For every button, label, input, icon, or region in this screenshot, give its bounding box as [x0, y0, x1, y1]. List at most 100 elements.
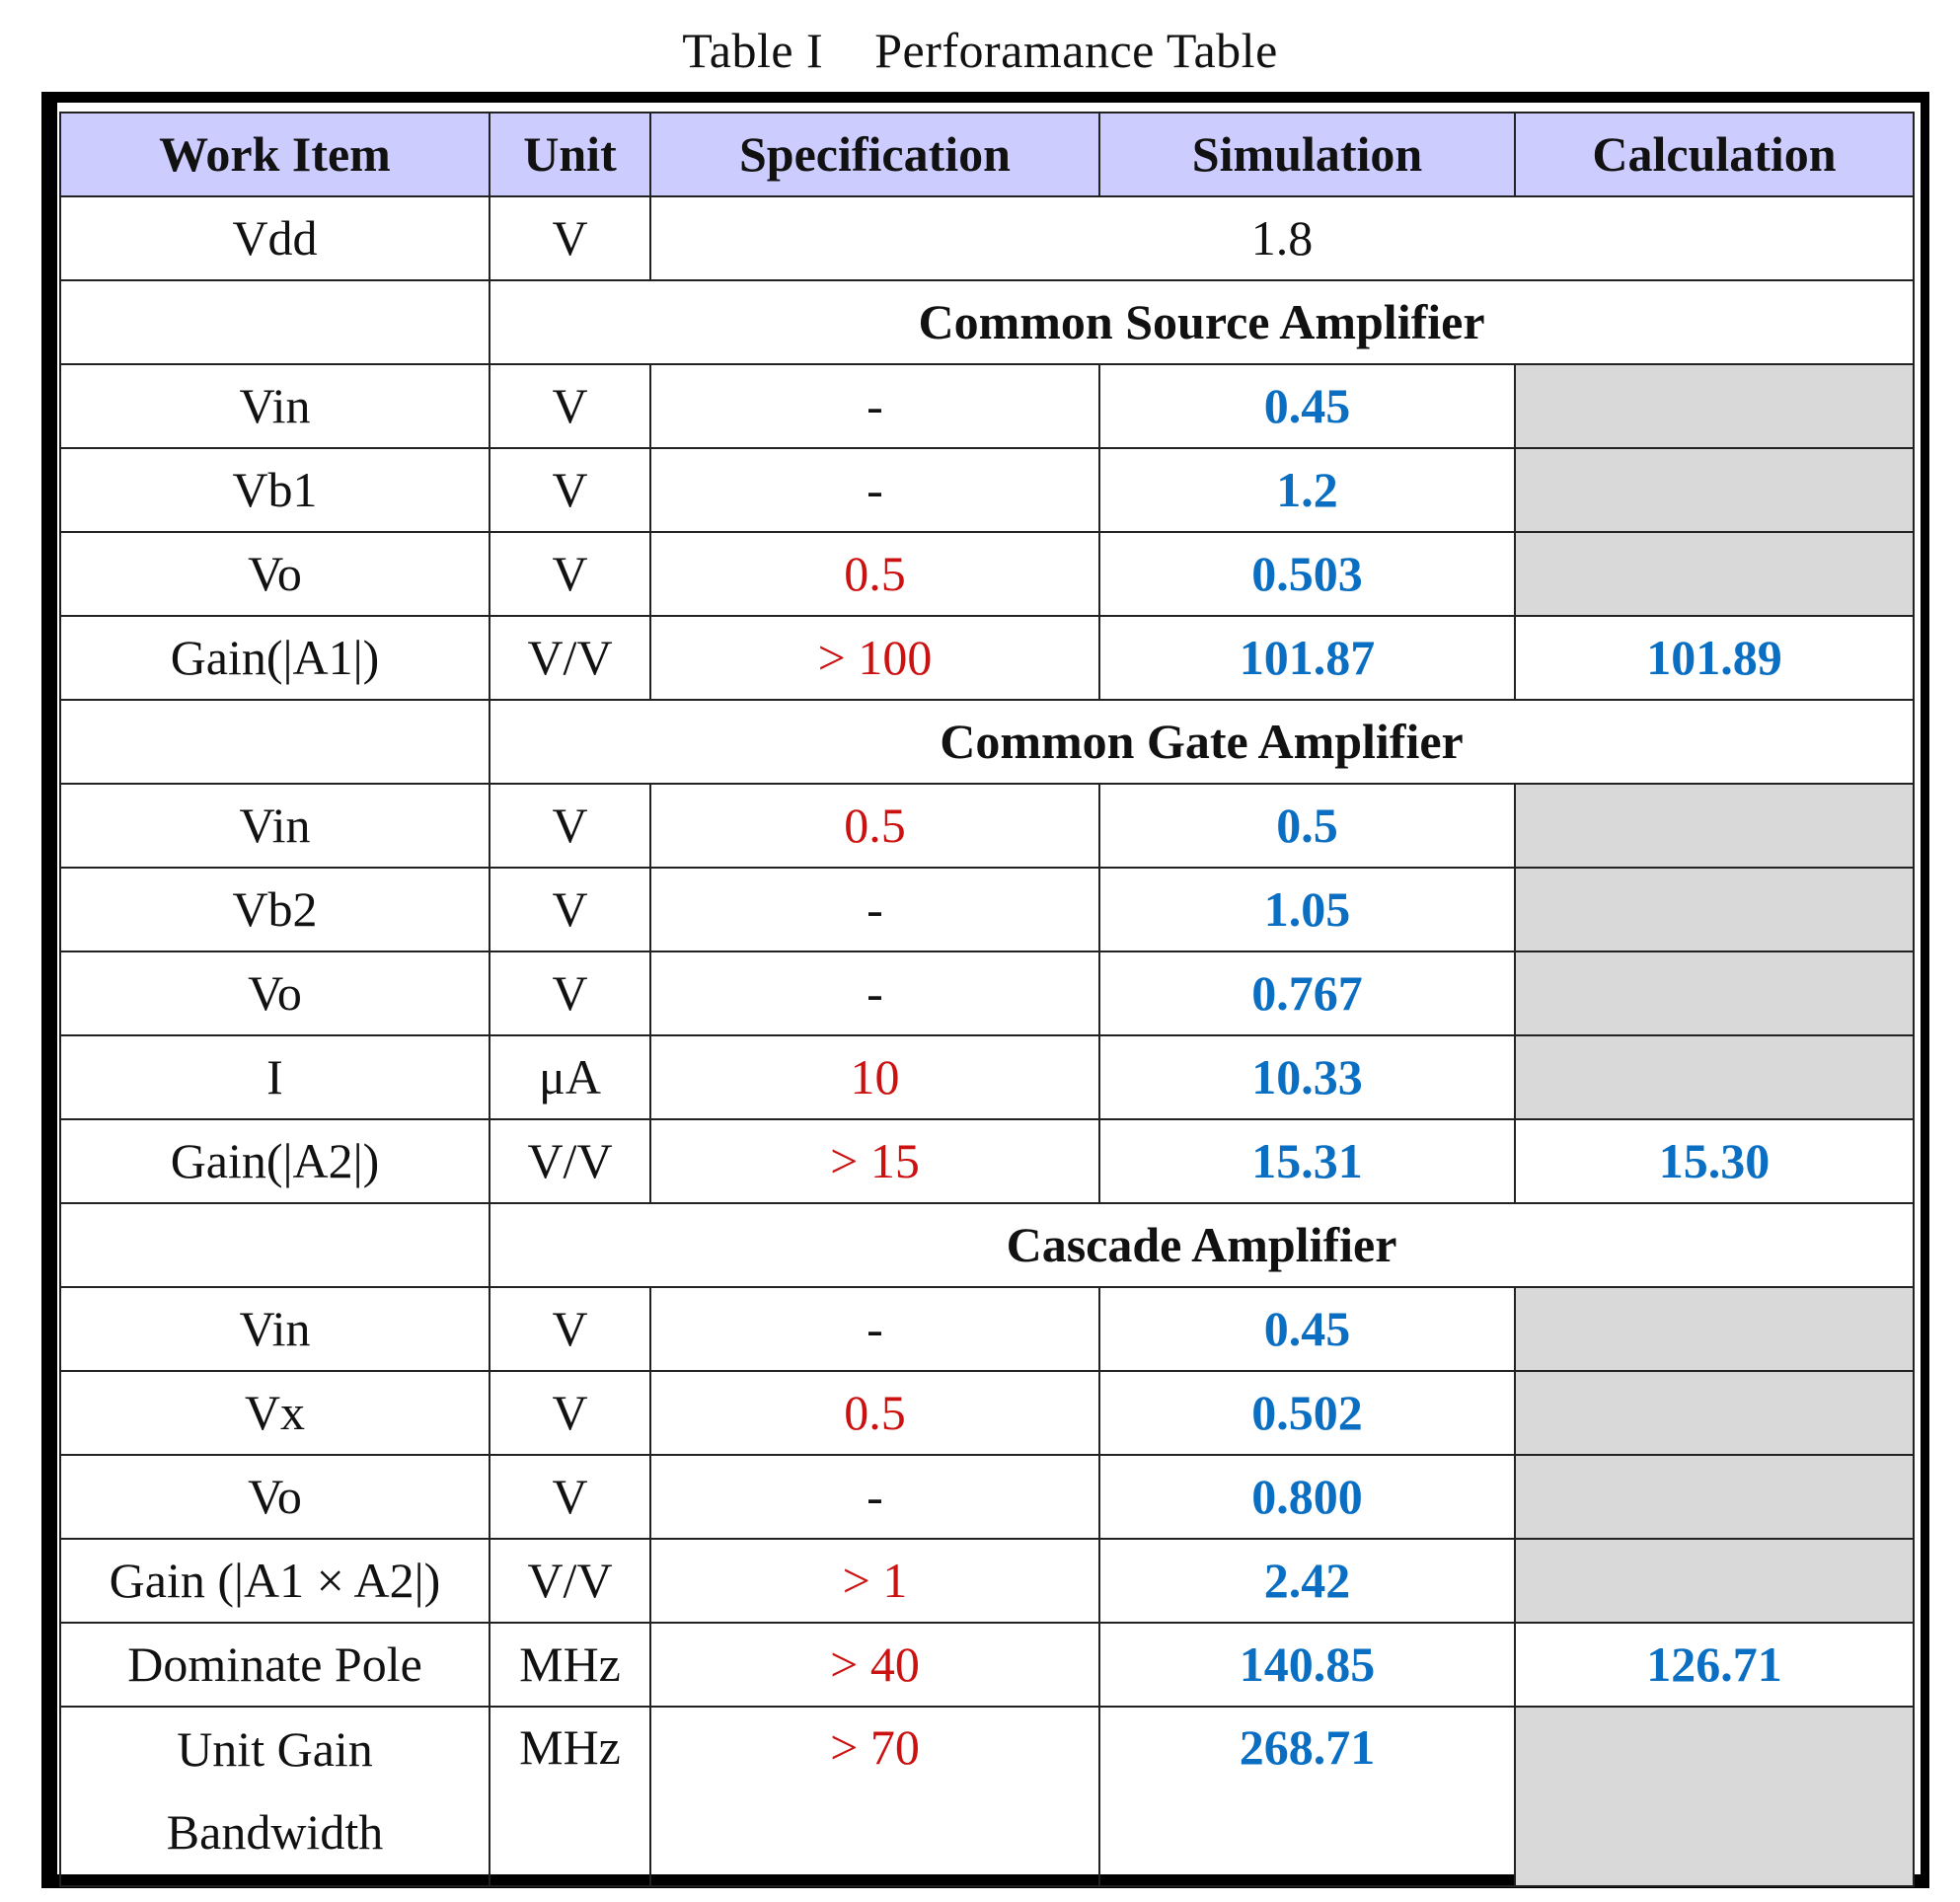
- cell-sim: 0.767: [1098, 951, 1516, 1036]
- cell-spec: -: [649, 867, 1100, 952]
- cell-spec: -: [649, 1454, 1100, 1540]
- cell-item: Vin: [59, 1286, 490, 1372]
- cell-spec: 0.5: [649, 1370, 1100, 1456]
- cell-unit: μA: [489, 1034, 651, 1120]
- cell-calc: [1514, 447, 1915, 533]
- cell-calc: [1514, 951, 1915, 1036]
- header-specification: Specification: [649, 112, 1100, 197]
- cell-unit: V: [489, 363, 651, 449]
- performance-table: Work Item Unit Specification Simulation …: [59, 112, 1915, 1887]
- cell-spec: > 40: [649, 1622, 1100, 1708]
- cell-sim: 0.800: [1098, 1454, 1516, 1540]
- cell-item: Vin: [59, 363, 490, 449]
- table-row: Vo V - 0.767: [59, 951, 1915, 1036]
- cell-sim: 140.85: [1098, 1622, 1516, 1708]
- header-work-item: Work Item: [59, 112, 490, 197]
- table-row: Vo V - 0.800: [59, 1454, 1915, 1540]
- cell-item: Vb2: [59, 867, 490, 952]
- cell-calc: 101.89: [1514, 615, 1915, 701]
- cell-spec: > 15: [649, 1118, 1100, 1204]
- cell-sim: 1.05: [1098, 867, 1516, 952]
- table-row: Vin V 0.5 0.5: [59, 783, 1915, 869]
- header-calculation: Calculation: [1514, 112, 1915, 197]
- cell-unit: V: [489, 1370, 651, 1456]
- cell-spec: 0.5: [649, 783, 1100, 869]
- cell-calc: [1514, 867, 1915, 952]
- cell-item: Gain (|A1 × A2|): [59, 1538, 490, 1624]
- cell-unit: V: [489, 1454, 651, 1540]
- cell-spec: -: [649, 951, 1100, 1036]
- cell-calc: 15.30: [1514, 1118, 1915, 1204]
- table-row: Unit Gain Bandwidth MHz > 70 268.71: [59, 1706, 1915, 1887]
- cell-spec: 10: [649, 1034, 1100, 1120]
- cell-calc: [1514, 363, 1915, 449]
- cell-item: Gain(|A2|): [59, 1118, 490, 1204]
- cell-calc: 126.71: [1514, 1622, 1915, 1708]
- table-row: Gain (|A1 × A2|) V/V > 1 2.42: [59, 1538, 1915, 1624]
- cell-unit: V: [489, 195, 651, 281]
- cell-sim: 0.45: [1098, 363, 1516, 449]
- table-row: Dominate Pole MHz > 40 140.85 126.71: [59, 1622, 1915, 1708]
- cell-spec: -: [649, 363, 1100, 449]
- table-row: Vb1 V - 1.2: [59, 447, 1915, 533]
- cell-spec: 0.5: [649, 531, 1100, 617]
- cell-unit: MHz: [489, 1622, 651, 1708]
- cell-item: Vo: [59, 951, 490, 1036]
- caption-title: Perforamance Table: [874, 23, 1278, 78]
- cell-sim: 0.5: [1098, 783, 1516, 869]
- cell-sim: 0.45: [1098, 1286, 1516, 1372]
- cell-item: Vin: [59, 783, 490, 869]
- cell-sim: 0.502: [1098, 1370, 1516, 1456]
- cell-sim: 0.503: [1098, 531, 1516, 617]
- section-row: Cascade Amplifier: [59, 1202, 1915, 1288]
- section-title: Common Source Amplifier: [489, 279, 1915, 365]
- cell-calc: [1514, 783, 1915, 869]
- section-title: Cascade Amplifier: [489, 1202, 1915, 1288]
- table-row: Vin V - 0.45: [59, 363, 1915, 449]
- cell-calc: [1514, 1370, 1915, 1456]
- cell-calc: [1514, 531, 1915, 617]
- cell-calc: [1514, 1286, 1915, 1372]
- cell-spec: > 1: [649, 1538, 1100, 1624]
- table-caption: Table I Perforamance Table: [0, 22, 1960, 79]
- cell-unit: V/V: [489, 1538, 651, 1624]
- cell-item: Vx: [59, 1370, 490, 1456]
- table-row: I μA 10 10.33: [59, 1034, 1915, 1120]
- section-row: Common Gate Amplifier: [59, 699, 1915, 785]
- cell-sim: 15.31: [1098, 1118, 1516, 1204]
- cell-item: Vb1: [59, 447, 490, 533]
- header-unit: Unit: [489, 112, 651, 197]
- cell-unit: V: [489, 531, 651, 617]
- cell-sim: 268.71: [1098, 1706, 1516, 1887]
- cell-unit: V: [489, 447, 651, 533]
- cell-sim: 10.33: [1098, 1034, 1516, 1120]
- cell-item: Vdd: [59, 195, 490, 281]
- cell-sim: 1.2: [1098, 447, 1516, 533]
- cell-sim: 101.87: [1098, 615, 1516, 701]
- cell-calc: [1514, 1538, 1915, 1624]
- cell-unit: V/V: [489, 615, 651, 701]
- cell-item: I: [59, 1034, 490, 1120]
- cell-sim: 2.42: [1098, 1538, 1516, 1624]
- table-row: Gain(|A1|) V/V > 100 101.87 101.89: [59, 615, 1915, 701]
- section-row: Common Source Amplifier: [59, 279, 1915, 365]
- cell-item: Unit Gain Bandwidth: [59, 1706, 490, 1887]
- header-simulation: Simulation: [1098, 112, 1516, 197]
- cell-unit: V: [489, 951, 651, 1036]
- cell-unit: V/V: [489, 1118, 651, 1204]
- cell-vdd-value: 1.8: [649, 195, 1915, 281]
- header-row: Work Item Unit Specification Simulation …: [59, 112, 1915, 197]
- cell-spec: -: [649, 447, 1100, 533]
- cell-calc: [1514, 1454, 1915, 1540]
- table-row-vdd: Vdd V 1.8: [59, 195, 1915, 281]
- cell-item: Vo: [59, 1454, 490, 1540]
- table-row: Vin V - 0.45: [59, 1286, 1915, 1372]
- cell-unit: V: [489, 1286, 651, 1372]
- table-row: Vb2 V - 1.05: [59, 867, 1915, 952]
- table-row: Vo V 0.5 0.503: [59, 531, 1915, 617]
- cell-item: Vo: [59, 531, 490, 617]
- cell-unit: V: [489, 867, 651, 952]
- cell-item: Gain(|A1|): [59, 615, 490, 701]
- cell-spec: > 70: [649, 1706, 1100, 1887]
- cell-spec: > 100: [649, 615, 1100, 701]
